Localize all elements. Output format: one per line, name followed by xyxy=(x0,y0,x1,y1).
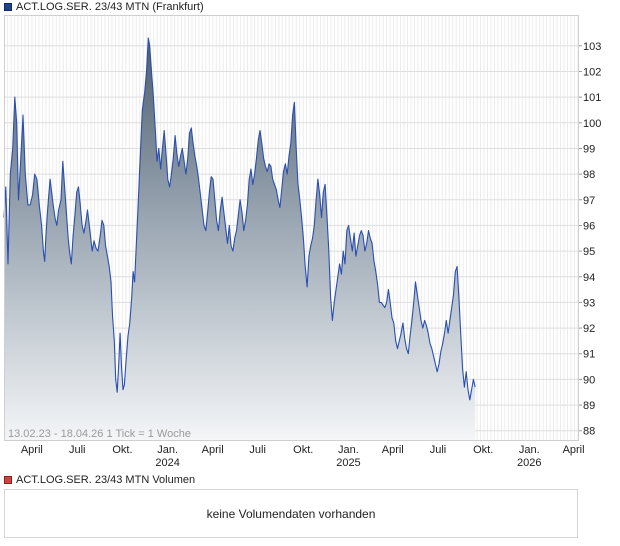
chart-title: ACT.LOG.SER. 23/43 MTN (Frankfurt) xyxy=(16,1,204,13)
x-tick-label: Okt. xyxy=(112,444,132,456)
y-tick-label: 103 xyxy=(583,41,601,53)
x-tick-label: Jan. xyxy=(519,444,540,456)
x-tick-label: Juli xyxy=(430,444,447,456)
y-tick-label: 92 xyxy=(583,323,595,335)
x-tick-year-label: 2024 xyxy=(155,457,179,469)
plot-border xyxy=(4,15,579,441)
price-line xyxy=(3,37,476,401)
price-area xyxy=(4,38,476,441)
x-tick-year-label: 2025 xyxy=(336,457,360,469)
y-tick-label: 91 xyxy=(583,349,595,361)
y-tick-label: 90 xyxy=(583,374,595,386)
y-tick-label: 95 xyxy=(583,246,595,258)
y-tick-label: 97 xyxy=(583,195,595,207)
y-tick-label: 100 xyxy=(583,118,601,130)
x-tick-label: Juli xyxy=(69,444,86,456)
x-tick-year-label: 2026 xyxy=(517,457,541,469)
x-tick-label: Okt. xyxy=(293,444,313,456)
x-tick-label: Juli xyxy=(249,444,266,456)
y-tick-label: 102 xyxy=(583,66,601,78)
volume-title: ACT.LOG.SER. 23/43 MTN Volumen xyxy=(16,474,196,486)
volume-empty-message: keine Volumendaten vorhanden xyxy=(206,506,376,521)
x-tick-label: April xyxy=(382,444,404,456)
y-tick-label: 89 xyxy=(583,400,595,412)
y-tick-label: 96 xyxy=(583,220,595,232)
y-tick-label: 93 xyxy=(583,297,595,309)
x-tick-label: April xyxy=(202,444,224,456)
volume-panel: keine Volumendaten vorhanden xyxy=(4,489,578,538)
volume-legend: ACT.LOG.SER. 23/43 MTN Volumen xyxy=(4,473,195,487)
x-tick-label: Jan. xyxy=(338,444,359,456)
range-info: 13.02.23 - 18.04.26 1 Tick = 1 Woche xyxy=(8,428,191,440)
volume-legend-swatch xyxy=(4,476,12,484)
price-legend: ACT.LOG.SER. 23/43 MTN (Frankfurt) xyxy=(4,0,204,14)
x-tick-label: Okt. xyxy=(473,444,493,456)
y-tick-label: 99 xyxy=(583,143,595,155)
x-tick-label: Jan. xyxy=(157,444,178,456)
x-tick-label: April xyxy=(21,444,43,456)
y-tick-label: 98 xyxy=(583,169,595,181)
y-tick-label: 94 xyxy=(583,272,595,284)
price-chart: 88 89 90 91 92 93 94 95 96 97 98 99 100 101 102 103 Apri… xyxy=(3,15,601,469)
y-tick-label: 88 xyxy=(583,426,595,438)
y-tick-label: 101 xyxy=(583,92,601,104)
price-legend-swatch xyxy=(4,3,12,11)
x-tick-label: April xyxy=(563,444,585,456)
